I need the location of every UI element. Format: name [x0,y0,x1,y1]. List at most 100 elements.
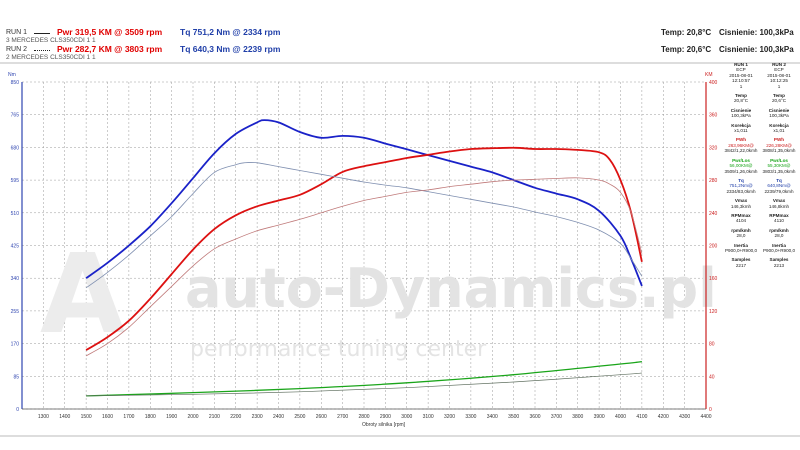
run1-wheel-loss-line [86,360,642,397]
x-tick-label: 4400 [700,414,711,420]
x-tick-label: 4300 [679,414,690,420]
panel1-rpmmax: 4104 [735,218,747,224]
dyno-chart: A auto-Dynamics.pl performance tuning ce… [0,62,800,437]
left-tick-label: 425 [11,244,20,250]
right-tick-label: 120 [709,309,718,315]
left-tick-label: 850 [11,80,20,86]
run2-pressure: Cisnienie: 100,3kPa [719,45,794,54]
x-tick-label: 2200 [230,414,241,420]
panel2-tq-rpm: 2239/79,0kmh [764,188,794,194]
watermark-tagline: performance tuning center [190,337,487,362]
run2-power: Pwr 282,7 KM @ 3803 rpm [57,44,163,54]
panel1-rpmkmh-key: rpm/kmh [731,227,751,233]
panel2-vmax-key: Vmax [772,198,786,204]
panel2-line: 1 [777,83,781,89]
panel1-line: 12:10:57 [732,78,750,84]
panel1-samples-key: Samples [731,257,751,263]
x-tick-label: 1400 [59,414,70,420]
panel2-line: 2015-08-01 [767,72,791,78]
panel1-tq-rpm: 2334/83,0kmh [726,188,756,194]
run1-power-line [85,146,643,351]
x-tick-label: 4000 [615,414,626,420]
panel1-title: RUN 1 [734,62,748,67]
panel2-title: RUN 2 [772,62,786,67]
panel2-press-key: Cisnienie [768,107,790,113]
panel1-vmax-key: Vmax [734,198,748,204]
panel1-tq: 751,2Nm@ [729,183,753,189]
panel1-line: 2015-08-01 [729,72,753,78]
run2-power-line [85,177,643,357]
x-tick-label: 3500 [508,414,519,420]
x-tick-label: 2500 [294,414,305,420]
panel1-inertia: P900,0+R900,0 [724,247,758,253]
run1-label: RUN 1 [6,29,28,36]
panel2-line: 10:12:25 [770,78,788,84]
x-tick-label: 1800 [145,414,156,420]
panel2-pwh-rpm: 3808/1,35,0kmh [762,148,796,154]
right-tick-label: 400 [709,80,718,86]
run2-torque: Tq 640,3 Nm @ 2239 rpm [180,44,281,54]
left-tick-label: 255 [11,309,20,315]
x-tick-label: 3600 [529,414,540,420]
panel2-inertia-key: Inertia [772,242,786,248]
axes: 1300 1400 1500 1600 1700 1800 1900 2000 2100 2200… [11,80,718,420]
panel2-line: ECP [774,67,784,73]
x-tick-label: 3800 [572,414,583,420]
x-tick-label: 2800 [358,414,369,420]
x-tick-label: 4100 [636,414,647,420]
right-tick-label: 80 [709,342,715,348]
x-tick-label: 2600 [316,414,327,420]
panel1-pwr-rpm: 3509/1,26,0kmh [724,168,758,174]
panel1-rpmmax-key: RPMmax [731,212,751,218]
x-tick-label: 1300 [38,414,49,420]
x-tick-label: 2000 [187,414,198,420]
right-unit-label: KM [705,72,713,78]
panel1-vmax: 146,3kmh [730,203,752,209]
x-axis-label: Obroty silnika [rpm] [362,422,406,428]
panel1-pwr-key: Pwr/Los [732,157,750,163]
panel2-rpmkmh: 28,0 [774,233,784,239]
panel1-korekcja-key: Korekcja [731,122,751,128]
x-tick-label: 3300 [465,414,476,420]
panel2-samples-key: Samples [769,257,789,263]
panel2-vmax: 146,8kmh [768,203,790,209]
right-tick-label: 240 [709,211,718,217]
panel1-line: 1 [739,83,743,89]
run2-info-panel: RUN 2 ECP 2015-08-01 10:12:25 1 Temp 20,… [758,62,800,268]
watermark: A auto-Dynamics.pl performance tuning ce… [40,230,717,362]
left-tick-label: 170 [11,342,20,348]
panel1-press: 100,3kPa [731,113,751,119]
panel2-rpmmax: 4110 [774,218,784,224]
run1-line-swatch [34,33,50,34]
x-tick-label: 3700 [551,414,562,420]
x-tick-label: 3900 [594,414,605,420]
x-tick-label: 2700 [337,414,348,420]
panel2-pwr: 55,30KM@ [767,163,791,169]
right-tick-label: 320 [709,145,718,151]
series [85,119,643,397]
panel2-tq: 640,8Nm@ [767,183,791,189]
panel2-pwh: 226,28KM@ [766,142,792,148]
panel1-pwh: 263,96KM@ [728,142,754,148]
right-tick-label: 360 [709,113,718,119]
left-tick-label: 340 [11,276,20,282]
right-tick-label: 280 [709,178,718,184]
run2-label: RUN 2 [6,46,28,53]
panel2-rpmkmh-key: rpm/kmh [769,227,789,233]
x-tick-label: 3200 [444,414,455,420]
panel1-inertia-key: Inertia [734,242,748,248]
panel2-korekcja: x1,01 [773,128,785,134]
panel2-samples: 2213 [773,262,785,268]
x-tick-label: 1700 [123,414,134,420]
x-tick-label: 2300 [252,414,263,420]
left-tick-label: 680 [11,145,20,151]
watermark-brand: auto-Dynamics.pl [185,257,717,320]
left-unit-label: Nm [8,72,16,78]
x-tick-label: 4200 [658,414,669,420]
panel2-temp-key: Temp [773,93,785,99]
panel2-pwh-key: PWh [773,137,785,143]
run1-torque-line [85,119,643,287]
left-tick-label: 595 [11,178,20,184]
panel2-pwr-key: Pwr/Los [770,157,788,163]
right-tick-label: 40 [709,374,715,380]
